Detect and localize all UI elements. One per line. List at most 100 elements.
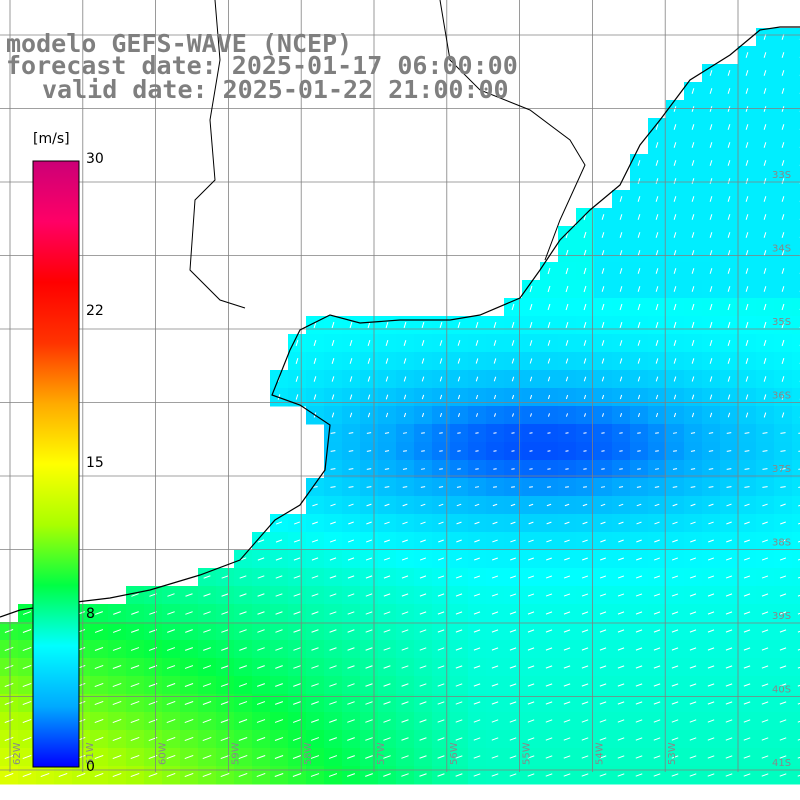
wind-arrow (493, 394, 497, 400)
wind-arrow (130, 665, 140, 669)
wind-arrow (184, 772, 194, 778)
wind-cell (792, 244, 800, 263)
wind-arrow (725, 701, 733, 705)
wind-arrow (780, 521, 786, 525)
wind-arrow (797, 576, 800, 579)
wind-arrow (691, 160, 695, 166)
wind-arrow (601, 321, 605, 329)
wind-arrow (761, 719, 769, 723)
wind-arrow (709, 196, 713, 202)
wind-arrow (366, 450, 372, 452)
wind-arrow (439, 321, 443, 329)
wind-arrow (4, 682, 14, 688)
wind-arrow (599, 773, 607, 777)
wind-arrow (419, 593, 427, 597)
wind-arrow (275, 557, 283, 561)
wind-arrow (655, 250, 659, 256)
wind-arrow (617, 719, 625, 723)
wind-arrow (491, 755, 499, 759)
longitude-label: 57W (376, 742, 387, 765)
wind-arrow (403, 358, 407, 364)
wind-arrow (763, 303, 767, 311)
wind-arrow (671, 647, 679, 651)
wind-arrow (797, 720, 800, 723)
wind-arrow (493, 376, 497, 382)
wind-arrow (545, 611, 553, 615)
wind-arrow (635, 611, 643, 615)
wind-arrow (619, 468, 623, 470)
wind-arrow (512, 413, 514, 417)
wind-arrow (403, 412, 407, 418)
wind-arrow (709, 412, 713, 418)
wind-arrow (565, 340, 569, 346)
latitude-label: 39S (772, 611, 791, 622)
wind-arrow (745, 88, 749, 94)
wind-arrow (293, 575, 301, 579)
colorbar-tick-30: 30 (86, 151, 104, 167)
wind-arrow (763, 196, 767, 202)
wind-arrow (365, 629, 373, 633)
wind-arrow (437, 773, 445, 777)
wind-arrow (310, 773, 320, 777)
wind-arrow (727, 286, 731, 292)
wind-arrow (636, 486, 642, 488)
wind-arrow (473, 683, 481, 687)
wind-arrow (4, 772, 14, 778)
wind-arrow (311, 629, 319, 633)
wind-arrow (275, 575, 283, 579)
wind-arrow (619, 214, 623, 220)
wind-arrow (781, 250, 785, 256)
wind-arrow (565, 321, 569, 329)
wind-arrow (527, 593, 535, 597)
wind-arrow (437, 629, 445, 633)
latitude-label: 33S (772, 170, 791, 181)
wind-arrow (456, 521, 462, 525)
wind-arrow (383, 665, 391, 669)
wind-arrow (528, 521, 534, 525)
wind-arrow (637, 412, 641, 418)
wind-arrow (761, 683, 769, 687)
wind-arrow (655, 412, 659, 418)
wind-arrow (745, 160, 749, 166)
wind-arrow (725, 557, 733, 561)
wind-arrow (563, 575, 571, 579)
wind-arrow (691, 214, 695, 220)
wind-arrow (166, 754, 176, 760)
wind-arrow (581, 773, 589, 777)
wind-arrow (545, 647, 553, 651)
wind-arrow (726, 450, 732, 452)
wind-arrow (655, 321, 659, 329)
wind-arrow (385, 376, 389, 382)
wind-arrow (547, 376, 551, 382)
wind-arrow (238, 772, 248, 778)
wind-arrow (166, 736, 176, 742)
wind-arrow (655, 286, 659, 292)
wind-arrow (492, 521, 498, 525)
wind-arrow (184, 718, 194, 724)
wind-arrow (256, 701, 266, 705)
wind-arrow (401, 701, 409, 705)
latitude-label: 35S (772, 317, 791, 328)
wind-arrow (94, 629, 104, 633)
wind-arrow (599, 647, 607, 651)
wind-arrow (203, 611, 211, 615)
wind-arrow (546, 539, 552, 543)
wind-arrow (619, 196, 623, 202)
wind-arrow (329, 647, 337, 651)
wind-arrow (581, 737, 589, 741)
wind-arrow (709, 178, 713, 184)
wind-arrow (780, 486, 786, 488)
wind-arrow (671, 683, 679, 687)
wind-arrow (492, 539, 498, 543)
wind-arrow (618, 486, 624, 488)
wind-arrow (420, 539, 426, 543)
wind-arrow (402, 450, 408, 452)
wind-arrow (709, 376, 713, 382)
wind-arrow (708, 503, 714, 507)
wind-arrow (563, 773, 571, 777)
wind-arrow (744, 539, 750, 543)
latitude-label: 37S (772, 464, 791, 475)
wind-arrow (689, 629, 697, 633)
wind-cell (792, 532, 800, 551)
wind-arrow (365, 683, 373, 687)
